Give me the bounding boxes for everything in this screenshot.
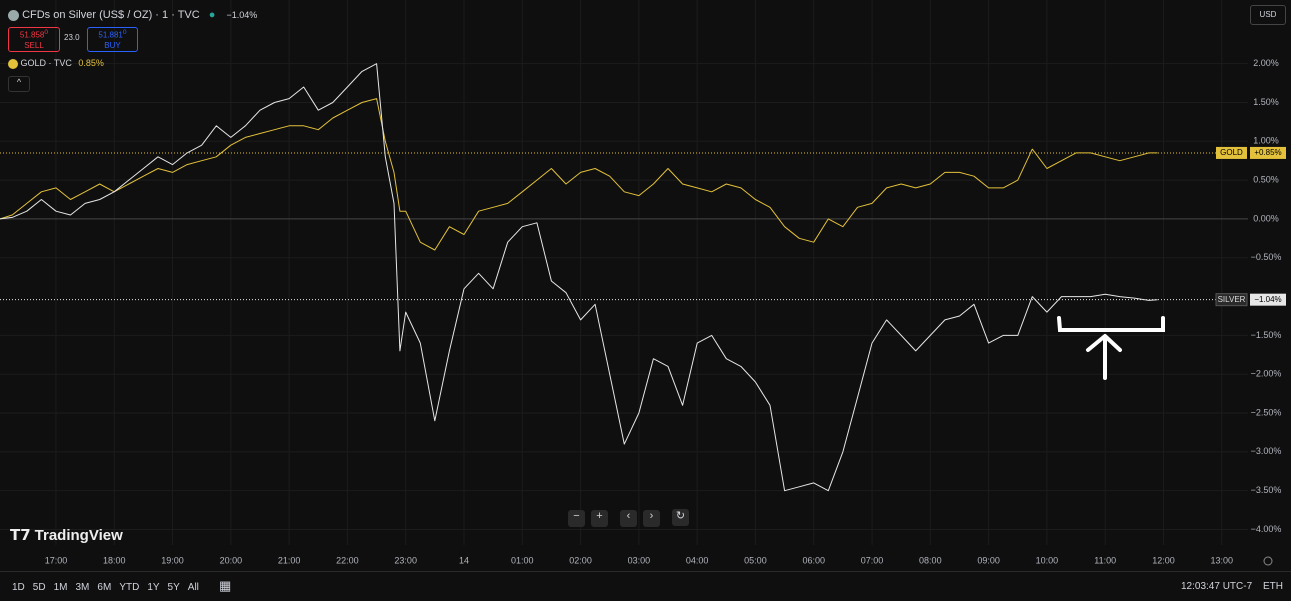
gold-icon [8,58,18,69]
y-tick-label: −2.50% [1251,407,1282,417]
last-value-box [1250,146,1286,159]
x-tick-label: 01:00 [511,555,534,565]
plot-background [0,0,1291,571]
settings-icon [1263,556,1273,566]
series-line [0,63,1158,492]
sell-label: SELL [24,40,44,50]
x-tick-label: 18:00 [103,555,126,565]
clock: 12:03:47 UTC-7 [1181,581,1253,592]
annotation-arrow [1086,334,1122,380]
x-tick-label: 23:00 [394,555,417,565]
brand-logo: 𝗧𝟳 [10,527,31,544]
series-line [0,98,1158,251]
x-tick-label: 14 [459,555,469,565]
x-tick-label: 12:00 [1152,555,1175,565]
symbol-icon [8,9,19,21]
buy-sup: 0 [122,29,127,36]
compare-symbol: GOLD · TVC [20,58,72,68]
range-button[interactable]: 5D [32,582,46,593]
session[interactable]: ETH [1263,581,1283,592]
collapse-button[interactable]: ^ [8,76,30,92]
range-buttons: 1D 5D 1M 3M 6M YTD 1Y 5Y All [12,581,207,593]
y-tick-label: −3.50% [1251,485,1282,495]
range-button[interactable]: 6M [97,582,112,593]
range-button[interactable]: 1D [12,582,25,593]
x-tick-label: 05:00 [744,555,767,565]
last-value-label: +0.85% [1254,148,1281,157]
series-name-box [1215,293,1248,307]
scroll-left[interactable]: ‹ [620,510,637,527]
y-tick-label: 2.00% [1253,58,1279,68]
bottom-bar: 1D 5D 1M 3M 6M YTD 1Y 5Y All ▦ 12:03:47 UTC-7 ET… [0,571,1291,601]
annotation-bracket [1057,316,1165,332]
compare: GOLD · TVC 0.85% [8,58,104,69]
x-tick-label: 19:00 [161,555,184,565]
zoom-controls: − + ‹ › ↻ [568,509,689,527]
x-tick-label: 11:00 [1094,555,1116,565]
reset[interactable]: ↻ [672,509,689,526]
range-button[interactable]: 3M [75,582,90,593]
x-tick-label: 09:00 [977,555,1000,565]
last-value-label: −1.04% [1254,295,1281,304]
x-tick-label: 04:00 [686,555,709,565]
x-tick-label: 03:00 [628,555,651,565]
series-name: GOLD [1220,148,1243,157]
x-tick-label: 10:00 [1036,555,1059,565]
x-tick-label: 08:00 [919,555,942,565]
y-tick-label: 0.00% [1253,213,1279,223]
y-tick-label: −2.00% [1251,369,1282,379]
zoom-in[interactable]: + [591,510,608,527]
currency[interactable]: USD [1250,5,1286,25]
date-range-icon[interactable]: ▦ [219,578,232,593]
brand-text: TradingView [34,527,123,544]
sell-price: 51.858 [19,30,45,40]
y-tick-label: −0.50% [1251,252,1282,262]
spread: 23.0 [64,33,80,42]
x-tick-label: 22:00 [336,555,359,565]
x-tick-label: 20:00 [220,555,243,565]
x-tick-label: 13:00 [1211,555,1234,565]
x-tick-label: 02:00 [569,555,592,565]
brand: 𝗧𝟳 TradingView [10,526,123,544]
sell-button[interactable]: 51.8580 SELL [8,27,60,52]
buy-label: BUY [104,40,121,50]
chart: 2.00% 1.50% 1.00% 0.50% 0.00% −0.50% −1.50% −2.… [0,0,1291,571]
range-button[interactable]: YTD [119,582,140,593]
compare-change: 0.85% [78,58,104,68]
y-tick-label: 1.00% [1253,136,1279,146]
series-name-box [1216,146,1247,159]
y-tick-label: −1.50% [1251,330,1282,340]
x-tick-label: 06:00 [802,555,825,565]
zoom-out[interactable]: − [568,510,585,527]
symbol: CFDs on Silver (US$ / OZ) · 1 · TVC [22,9,200,21]
change: −1.04% [226,10,258,20]
x-tick-label: 07:00 [861,555,884,565]
range-button[interactable]: 1Y [147,582,160,593]
buy-price: 51.881 [98,30,123,40]
y-tick-label: 1.50% [1253,97,1279,107]
sell-sup: 0 [44,29,49,36]
status-dot: ● [208,9,216,21]
range-button[interactable]: 1M [53,582,68,593]
x-tick-label: 21:00 [278,555,301,565]
header: CFDs on Silver (US$ / OZ) · 1 · TVC ● −1… [8,9,257,21]
y-tick-label: −3.00% [1251,446,1282,456]
range-button[interactable]: All [187,582,199,593]
series-name: SILVER [1218,295,1246,304]
range-button[interactable]: 5Y [167,582,180,593]
y-tick-label: 0.50% [1253,174,1279,184]
x-tick-label: 17:00 [45,555,68,565]
y-tick-label: −4.00% [1251,524,1282,534]
scroll-right[interactable]: › [643,510,660,527]
last-value-box [1250,293,1286,306]
buy-button[interactable]: 51.8810 BUY [87,27,138,52]
